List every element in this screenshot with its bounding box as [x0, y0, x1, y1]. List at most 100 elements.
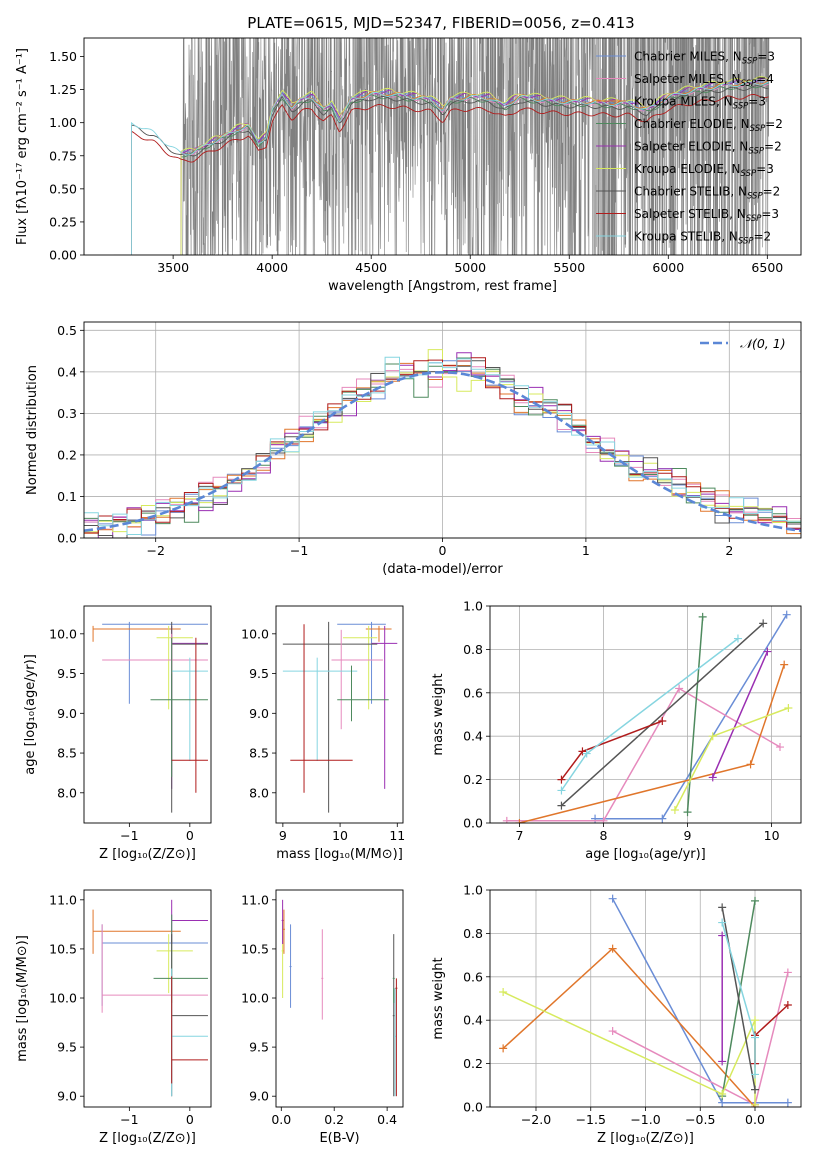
y-tick-label: 0.50	[49, 181, 77, 196]
weight-series-chabrier-stelib	[718, 903, 760, 1094]
axes-frame	[83, 321, 802, 539]
legend-label: Salpeter ELODIE, NSSP=2	[634, 140, 782, 157]
histogram-kroupa-stelib	[84, 356, 801, 538]
x-tick-label: 11	[389, 828, 405, 843]
weight-series-chabrier-miles	[608, 894, 792, 1107]
errorbar-kroupa-miles	[92, 909, 181, 954]
errorbar-chabrier-elodie	[392, 977, 395, 1003]
x-tick-label: 0.0	[745, 1112, 765, 1127]
weight-series-kroupa-miles	[515, 660, 789, 823]
weight-line	[560, 622, 764, 807]
errorbar-chabrier-stelib	[392, 934, 395, 1097]
x-tick-label: 5000	[454, 260, 486, 275]
errorbar-salpeter-elodie	[281, 899, 284, 945]
errorbar-kroupa-miles	[92, 625, 181, 642]
weight-point	[683, 808, 692, 817]
x-axis-label: Z [log₁₀(Z/Z⊙)]	[99, 1131, 196, 1146]
weight-series-kroupa-stelib	[557, 634, 742, 795]
weight-series-kroupa-elodie	[499, 987, 760, 1107]
y-axis-label: mass [log₁₀(M/M⊙)]	[15, 935, 30, 1062]
y-tick-label: 10.5	[49, 941, 77, 956]
observed-spectrum	[113, 38, 770, 255]
y-tick-label: 0.6	[463, 969, 483, 984]
y-tick-label: 9.5	[249, 666, 269, 681]
weight-point	[557, 801, 566, 810]
weight-point	[780, 660, 789, 669]
histograms	[84, 349, 801, 538]
errorbar-chabrier-miles	[289, 924, 292, 1008]
weight-point	[578, 747, 587, 756]
weight-lines	[499, 894, 792, 1107]
mass-vs-metallicity-plot: −1 0 9.0 9.5 10.0 10.5 11.0 Z [log₁₀(Z/Z⊙)] mass…	[15, 889, 212, 1146]
x-tick-label: 0.2	[324, 1112, 344, 1127]
errorbar-kroupa-miles	[282, 909, 285, 954]
weight-point	[759, 619, 768, 628]
y-axis-label: Normed distribution	[25, 365, 40, 495]
weight-point	[751, 896, 760, 905]
weight-line	[712, 651, 769, 778]
legend-label: Chabrier ELODIE, NSSP=2	[634, 117, 783, 134]
y-axis-label: mass weight	[431, 957, 446, 1039]
x-tick-label: 5500	[553, 260, 585, 275]
y-tick-label: 10.0	[49, 991, 77, 1006]
weight-point	[718, 918, 727, 927]
weight-line	[686, 616, 704, 813]
y-tick-label: 0.1	[57, 489, 77, 504]
errorbar-chabrier-stelib	[282, 621, 378, 813]
y-tick-label: 9.0	[249, 706, 269, 721]
x-tick-label: 0	[186, 1112, 194, 1127]
y-tick-label: 8.0	[249, 785, 269, 800]
legend-label: Chabrier STELIB, NSSP=2	[634, 185, 780, 202]
x-tick-label: −2	[146, 543, 164, 558]
y-tick-label: 8.5	[57, 746, 77, 761]
y-tick-label: 8.5	[249, 746, 269, 761]
model-kroupa-stelib	[131, 81, 769, 255]
errorbar-chabrier-elodie	[153, 914, 208, 1003]
y-tick-label: 0.75	[49, 148, 77, 163]
legend-label: Kroupa MILES, NSSP=3	[634, 95, 766, 112]
model-chabrier-elodie	[180, 82, 769, 255]
legend-label: 𝒩(0, 1)	[740, 336, 786, 351]
y-tick-label: 0.2	[463, 772, 483, 787]
y-tick-label: 11.0	[241, 892, 269, 907]
errorbar-salpeter-miles	[102, 633, 208, 674]
weight-point	[718, 903, 727, 912]
weight-lines	[502, 610, 793, 823]
y-axis-label: Flux [fλ10⁻¹⁷ erg cm⁻² s⁻¹ A⁻¹]	[15, 48, 30, 245]
y-tick-label: 0.00	[49, 248, 77, 263]
y-tick-label: 0.6	[463, 685, 483, 700]
errorbar-chabrier-elodie	[337, 665, 389, 722]
x-axis-label: Z [log₁₀(Z/Z⊙)]	[99, 847, 196, 862]
x-tick-label: 0.4	[377, 1112, 397, 1127]
weight-vs-age-plot: 7 8 9 10 0.0 0.2 0.4 0.6 0.8 1.0 age [log₁₀(age/yr…	[431, 599, 802, 862]
weight-point	[746, 760, 755, 769]
weight-point	[718, 931, 727, 940]
weight-line	[595, 614, 788, 820]
error-bars	[92, 621, 208, 813]
y-tick-label: 0.0	[463, 1100, 483, 1115]
x-tick-label: 1	[582, 543, 590, 558]
y-tick-label: 8.0	[57, 785, 77, 800]
errorbar-chabrier-miles	[101, 924, 208, 1006]
axes-frame	[489, 605, 802, 824]
weight-point	[763, 647, 772, 656]
weight-line	[502, 991, 756, 1105]
x-tick-label: 7	[515, 828, 523, 843]
errorbar-kroupa-stelib	[171, 657, 208, 761]
weight-line	[519, 664, 785, 823]
x-tick-label: 6500	[751, 260, 783, 275]
weight-series-chabrier-stelib	[557, 619, 768, 810]
errorbar-kroupa-stelib	[171, 968, 208, 1097]
y-tick-label: 0.0	[57, 531, 77, 546]
weight-line	[560, 720, 663, 781]
weight-point	[557, 786, 566, 795]
weight-point	[557, 775, 566, 784]
y-tick-label: 0.2	[57, 447, 77, 462]
errorbar-kroupa-elodie	[342, 625, 378, 710]
x-tick-label: 0	[439, 543, 447, 558]
errorbar-kroupa-elodie	[156, 625, 193, 710]
x-tick-label: −2.0	[521, 1112, 551, 1127]
weight-series-kroupa-elodie	[670, 703, 793, 814]
weight-line	[754, 1004, 789, 1064]
